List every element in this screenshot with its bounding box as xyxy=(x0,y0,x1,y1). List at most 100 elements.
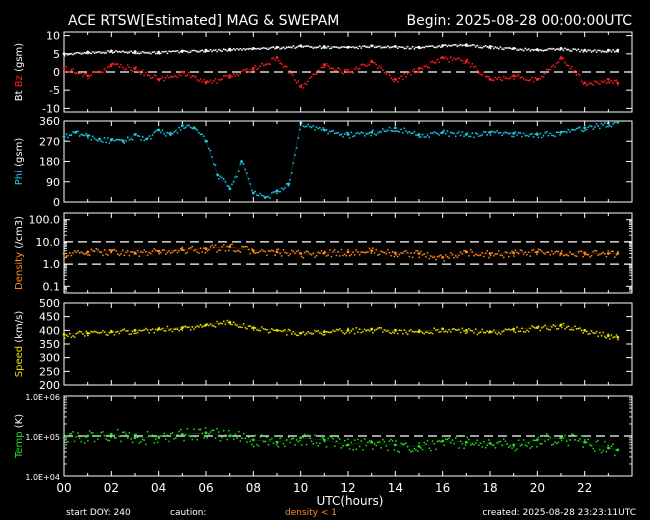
data-point xyxy=(448,329,450,331)
data-point xyxy=(514,76,517,78)
data-point xyxy=(463,330,465,332)
data-point xyxy=(322,330,326,334)
data-point xyxy=(609,49,611,51)
data-point xyxy=(269,250,271,252)
data-point xyxy=(286,46,288,49)
data-point xyxy=(599,83,601,85)
data-point xyxy=(244,437,247,440)
data-point xyxy=(352,328,354,330)
data-point xyxy=(123,51,126,54)
data-point xyxy=(95,51,97,54)
data-point xyxy=(365,133,367,135)
data-point xyxy=(529,447,531,449)
data-point xyxy=(348,332,351,334)
data-point xyxy=(526,253,528,256)
data-point xyxy=(416,450,419,452)
data-point xyxy=(443,444,445,446)
data-point xyxy=(398,46,401,48)
data-point xyxy=(383,130,386,132)
data-point xyxy=(282,442,285,445)
data-point xyxy=(531,249,533,252)
data-point xyxy=(194,76,197,78)
data-point xyxy=(133,328,137,332)
data-point xyxy=(320,436,323,438)
data-point xyxy=(315,46,318,49)
data-point xyxy=(385,253,387,255)
data-point xyxy=(168,50,170,52)
data-point xyxy=(204,247,208,251)
data-point xyxy=(512,251,516,255)
data-point xyxy=(161,76,164,78)
data-point xyxy=(478,135,480,137)
data-point xyxy=(599,253,601,256)
data-point xyxy=(198,326,200,328)
data-point xyxy=(329,130,331,133)
data-point xyxy=(345,68,348,71)
data-point xyxy=(583,81,587,85)
data-point xyxy=(322,438,326,442)
data-point xyxy=(337,251,339,253)
data-point xyxy=(242,163,245,165)
data-point xyxy=(189,51,192,53)
data-point xyxy=(138,255,140,257)
data-point xyxy=(337,329,339,331)
data-point xyxy=(385,445,387,447)
data-point xyxy=(433,443,435,445)
data-point xyxy=(324,333,326,336)
data-point xyxy=(138,135,140,137)
data-point xyxy=(87,439,89,442)
data-point xyxy=(491,331,493,333)
data-point xyxy=(435,46,437,49)
data-point xyxy=(595,250,598,252)
data-point xyxy=(583,48,587,52)
data-point xyxy=(80,251,83,253)
data-point xyxy=(171,50,174,52)
data-point xyxy=(209,149,212,152)
data-point xyxy=(367,251,369,253)
data-point xyxy=(605,126,608,128)
data-point xyxy=(539,132,541,135)
data-point xyxy=(252,251,255,254)
data-point xyxy=(156,441,159,444)
data-point xyxy=(327,65,329,67)
data-point xyxy=(392,46,394,48)
data-point xyxy=(464,440,468,444)
data-point xyxy=(218,323,220,325)
data-point xyxy=(330,47,333,49)
data-point xyxy=(228,320,232,324)
data-point xyxy=(574,255,576,257)
data-point xyxy=(499,78,502,81)
data-point xyxy=(488,442,492,445)
data-point xyxy=(155,249,157,251)
data-point xyxy=(254,434,256,437)
data-point xyxy=(363,252,366,254)
data-point xyxy=(554,135,556,138)
data-point xyxy=(62,252,66,255)
y-tick-label: 0 xyxy=(53,66,60,79)
data-point xyxy=(287,436,290,438)
data-point xyxy=(363,135,366,137)
data-point xyxy=(340,71,343,73)
data-point xyxy=(178,430,180,433)
data-point xyxy=(501,79,503,82)
data-point xyxy=(551,65,553,68)
data-point xyxy=(236,73,238,75)
data-point xyxy=(570,128,573,131)
data-point xyxy=(228,249,230,252)
data-point xyxy=(535,326,539,329)
data-point xyxy=(547,48,550,50)
chart-title: ACE RTSW[Estimated] MAG & SWEPAM xyxy=(68,13,339,29)
data-point xyxy=(435,132,437,134)
data-point xyxy=(592,332,594,334)
data-point xyxy=(161,327,164,330)
data-point xyxy=(546,327,548,330)
data-point xyxy=(582,130,584,133)
data-point xyxy=(549,329,551,331)
data-point xyxy=(199,428,202,431)
footer-caution: caution: xyxy=(170,508,206,518)
data-point xyxy=(286,252,288,254)
data-point xyxy=(587,333,589,335)
data-point xyxy=(378,253,381,256)
data-point xyxy=(595,123,598,125)
data-point xyxy=(188,72,190,74)
